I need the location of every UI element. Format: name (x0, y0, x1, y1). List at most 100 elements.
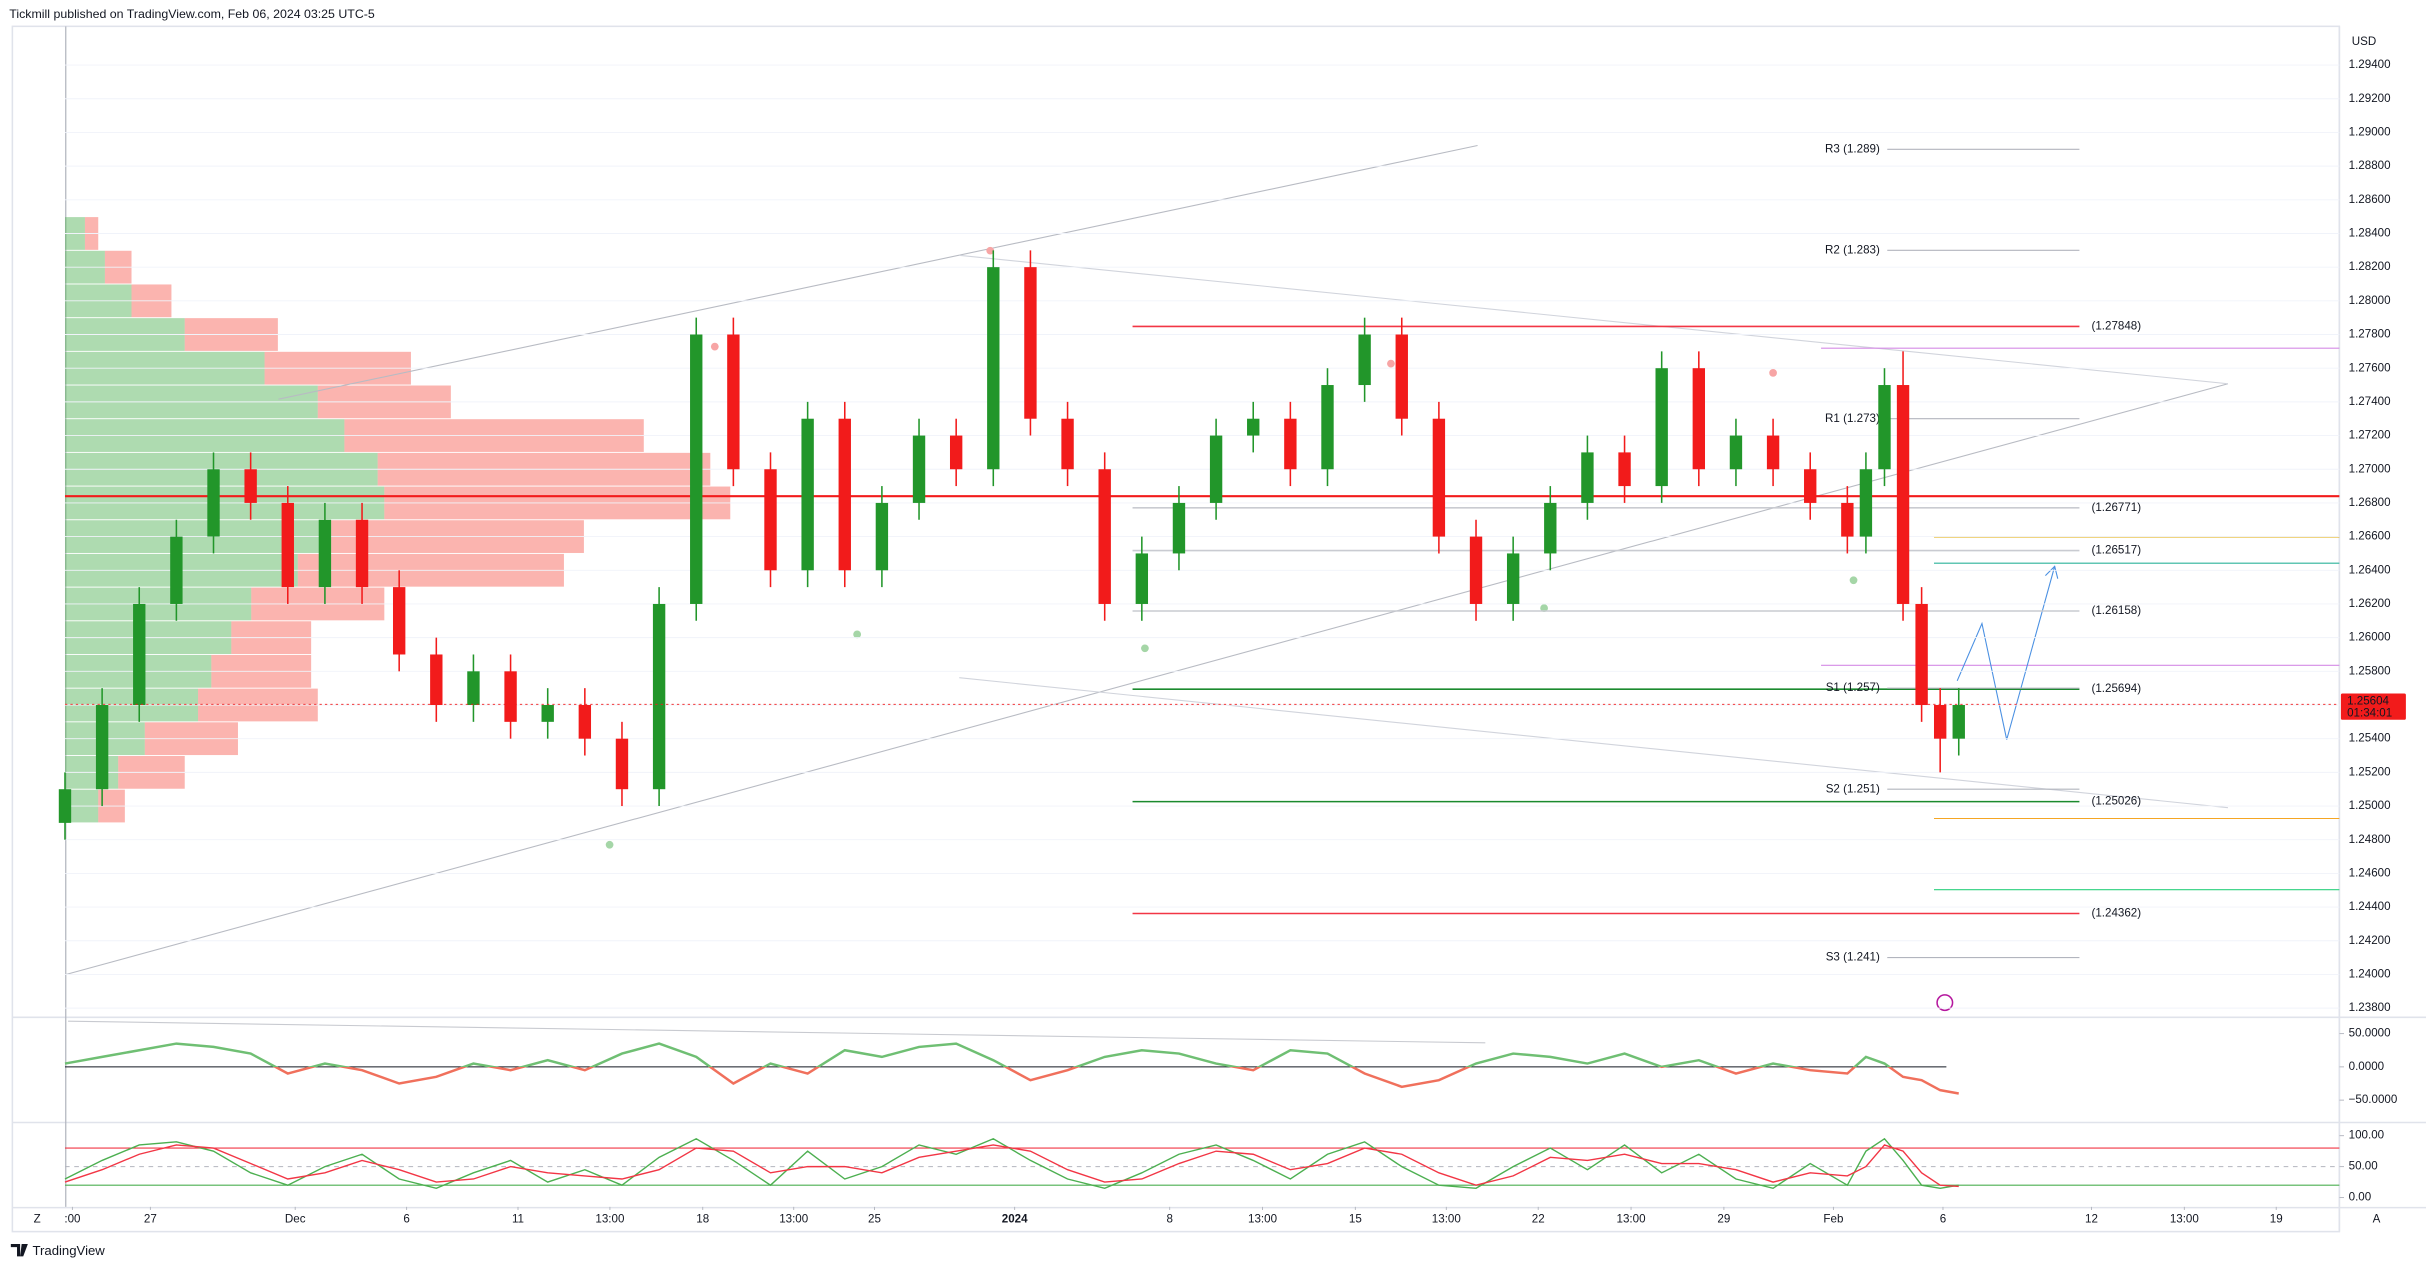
y-tick-label: 1.27600 (2349, 361, 2391, 374)
x-tick-label: 11 (512, 1212, 524, 1225)
candle-body (1432, 418, 1446, 537)
y-tick-label: 1.28600 (2349, 193, 2391, 206)
candle-body (1933, 704, 1947, 739)
auto-scale-button[interactable]: A (2373, 1212, 2381, 1225)
candle-body (207, 469, 220, 537)
candle-body (690, 334, 703, 604)
projection-path (1956, 566, 2056, 740)
pivot-dot (1387, 359, 1395, 368)
x-tick-label: 29 (1717, 1212, 1730, 1225)
candle-body (504, 671, 517, 722)
candle-body (1841, 502, 1854, 537)
pivot-dot (710, 342, 719, 351)
x-tick-label: 13:00 (2170, 1212, 2199, 1225)
stochastic-line (64, 1144, 1959, 1188)
trend-line (278, 144, 1478, 400)
pivot-dot (1141, 644, 1149, 653)
candle-body (727, 334, 740, 470)
x-tick-label: 13:00 (1617, 1212, 1646, 1225)
candle-body (1469, 536, 1483, 604)
pivot-label: S1 (1.257) (1826, 681, 1880, 694)
candle-body (578, 704, 592, 739)
trend-line (959, 677, 2229, 809)
y-tick-label: 1.29400 (2349, 58, 2391, 71)
y-tick-label: 1.27400 (2349, 395, 2391, 408)
y-tick-label: 1.26200 (2349, 597, 2391, 610)
candle-body (652, 603, 666, 790)
candle-body (1061, 418, 1074, 470)
candle-body (1581, 452, 1594, 503)
candle-body (801, 418, 814, 571)
footer-logo-icon (10, 1243, 28, 1257)
candle-body (1135, 553, 1149, 604)
zoom-button[interactable]: Z (34, 1212, 41, 1225)
x-tick-label: :00 (64, 1212, 80, 1225)
candle-body (1247, 418, 1260, 436)
y-tick-label: 1.26000 (2349, 631, 2391, 644)
stochastic-line (64, 1137, 1959, 1190)
level-label: (1.26517) (2091, 544, 2141, 557)
y-tick-label: 1.27200 (2349, 429, 2391, 442)
candle-body (1172, 502, 1186, 554)
event-icon[interactable] (1936, 994, 1954, 1012)
x-tick-label: 13:00 (1432, 1212, 1461, 1225)
y-tick-label: 1.29000 (2349, 125, 2391, 138)
projection-arrowhead (2045, 565, 2059, 579)
footer-logo: TradingView (32, 1243, 105, 1258)
candle-body (1655, 368, 1668, 487)
y-tick-label: 1.24400 (2349, 900, 2391, 913)
x-tick-label: Dec (285, 1212, 306, 1225)
x-tick-label: 13:00 (779, 1212, 808, 1225)
footer (0, 1233, 2426, 1268)
pivot-dot (1540, 604, 1548, 612)
x-tick-label: 6 (1940, 1212, 1946, 1225)
y-tick-label: 1.25400 (2349, 732, 2391, 745)
y-tick-label: 1.28400 (2349, 227, 2391, 240)
y-tick-label: 0.00 (2349, 1191, 2372, 1204)
candle-body (1766, 435, 1780, 470)
level-label: (1.26158) (2091, 604, 2141, 617)
y-tick-label: 1.27000 (2349, 462, 2391, 475)
y-tick-label: 1.28800 (2349, 159, 2391, 172)
y-tick-label: 1.26400 (2349, 563, 2391, 576)
candle-body (281, 502, 294, 588)
candle-body (1729, 435, 1743, 470)
level-label: (1.27848) (2091, 319, 2141, 332)
pivot-dot (853, 630, 862, 639)
y-tick-label: 1.26800 (2349, 496, 2391, 509)
x-tick-label: 8 (1166, 1212, 1172, 1225)
y-tick-label: 1.25000 (2349, 799, 2391, 812)
candle-body (764, 469, 777, 571)
candle-body (987, 267, 1000, 470)
pivot-label: S3 (1.241) (1826, 951, 1880, 964)
pivot-dot (1769, 369, 1777, 377)
candle-body (541, 704, 554, 722)
candle-body (467, 671, 480, 705)
pivot-label: R1 (1.273) (1825, 412, 1880, 425)
candle-body (1321, 385, 1334, 470)
candle-body (318, 519, 332, 588)
candle-body (58, 789, 72, 823)
candle-body (1395, 334, 1408, 419)
candle-body (838, 418, 851, 571)
x-tick-label: 2024 (1002, 1212, 1028, 1225)
pivot-label: R3 (1.289) (1825, 142, 1880, 155)
candle-body (1098, 469, 1111, 604)
candle-body (355, 519, 369, 588)
x-tick-label: 6 (403, 1212, 409, 1225)
pivot-dot (986, 246, 995, 255)
candle-body (1692, 368, 1706, 470)
candle-body (244, 469, 257, 503)
candle-body (615, 738, 629, 790)
level-label: (1.25694) (2091, 682, 2141, 695)
pivot-label: S2 (1.251) (1826, 782, 1880, 795)
candle-body (1859, 469, 1873, 537)
x-tick-label: 12 (2085, 1212, 2098, 1225)
y-tick-label: 1.25800 (2349, 664, 2391, 677)
y-tick-label: 1.24000 (2349, 968, 2391, 981)
level-label: (1.24362) (2091, 907, 2141, 920)
candle-body (949, 435, 963, 470)
level-label: (1.26771) (2091, 501, 2141, 514)
